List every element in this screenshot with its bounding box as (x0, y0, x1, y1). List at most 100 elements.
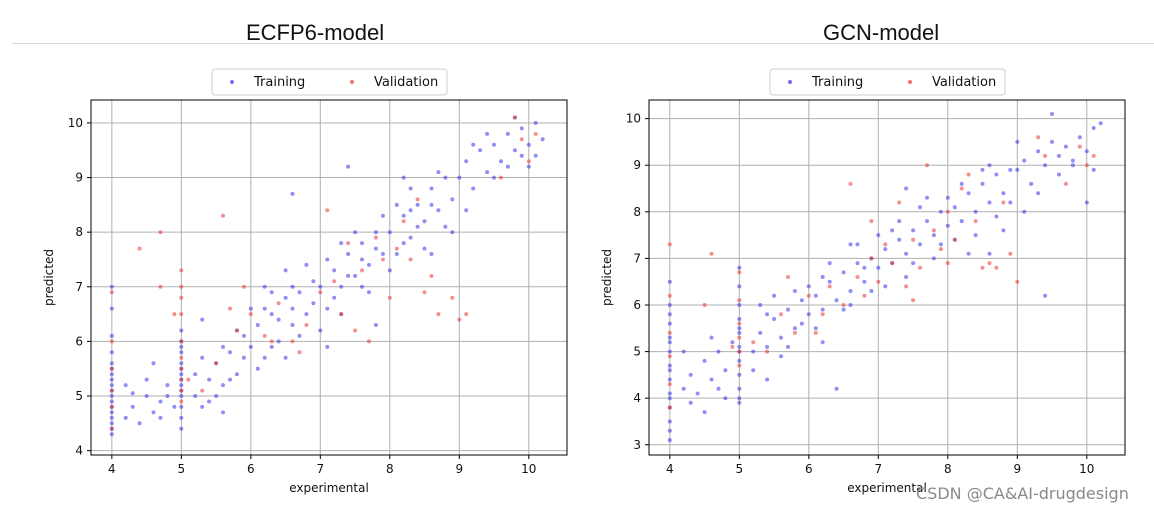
data-point (373, 246, 378, 251)
data-point (228, 306, 232, 311)
data-point (799, 298, 804, 303)
data-point (144, 377, 149, 382)
data-point (394, 246, 399, 251)
data-point (841, 303, 846, 307)
data-point (737, 284, 742, 289)
x-tick-label: 7 (316, 462, 324, 476)
data-point (401, 213, 406, 218)
data-point (234, 372, 239, 377)
data-point (241, 355, 246, 360)
data-point (492, 175, 496, 180)
x-tick-label: 8 (386, 462, 394, 476)
legend-label-validation: Validation (374, 75, 438, 90)
data-point (262, 333, 267, 338)
data-point (262, 355, 267, 360)
data-point (751, 368, 756, 373)
data-point (109, 377, 114, 382)
data-point (429, 273, 434, 278)
data-point (207, 399, 212, 404)
data-point (255, 323, 260, 327)
data-point (367, 290, 371, 295)
data-point (827, 284, 832, 289)
data-point (200, 388, 205, 393)
y-axis-label: predicted (42, 249, 56, 306)
data-point (353, 328, 358, 333)
data-point (688, 372, 693, 377)
data-point (123, 415, 128, 420)
data-point (869, 256, 874, 261)
legend-marker-training (230, 80, 234, 84)
x-tick-label: 5 (736, 462, 744, 476)
data-point (918, 205, 922, 210)
data-point (1001, 228, 1006, 233)
data-point (325, 208, 330, 213)
data-point (422, 246, 427, 251)
data-point (304, 323, 309, 327)
data-point (318, 284, 323, 289)
data-point (193, 372, 198, 377)
data-point (401, 219, 406, 224)
data-point (429, 252, 434, 256)
data-point (401, 175, 406, 180)
data-point (1022, 158, 1027, 163)
data-point (786, 344, 790, 349)
data-point (394, 252, 399, 256)
data-point (709, 335, 714, 340)
data-point (109, 306, 114, 311)
data-point (973, 219, 978, 224)
data-point (269, 344, 274, 349)
data-point (737, 335, 742, 340)
data-point (165, 383, 170, 388)
data-point (200, 355, 205, 360)
data-point (179, 344, 184, 349)
data-point (234, 328, 239, 333)
series-training (109, 115, 545, 437)
data-point (415, 224, 420, 229)
data-point (737, 326, 742, 331)
data-point (179, 377, 184, 382)
data-point (667, 279, 672, 284)
data-point (758, 330, 763, 335)
data-point (1070, 163, 1075, 168)
y-tick-label: 7 (633, 251, 641, 265)
data-point (792, 330, 797, 335)
data-point (765, 349, 770, 354)
data-point (457, 317, 462, 322)
data-point (1043, 293, 1048, 298)
data-point (911, 298, 916, 303)
data-point (179, 404, 184, 409)
data-point (1057, 153, 1061, 158)
data-point (283, 268, 288, 273)
data-point (820, 312, 825, 317)
data-point (904, 251, 909, 256)
data-point (109, 410, 114, 415)
data-point (1001, 200, 1006, 205)
data-point (772, 293, 777, 298)
data-point (109, 432, 114, 437)
y-tick-label: 5 (633, 345, 641, 359)
data-point (499, 159, 503, 164)
data-point (179, 366, 184, 371)
data-point (248, 344, 253, 349)
data-point (904, 284, 909, 289)
data-point (158, 415, 163, 420)
data-point (360, 257, 364, 262)
data-point (304, 262, 309, 267)
data-point (938, 242, 943, 247)
x-tick-label: 10 (521, 462, 536, 476)
data-point (1001, 191, 1006, 196)
data-point (387, 230, 392, 235)
data-point (505, 164, 510, 169)
data-point (380, 252, 385, 256)
data-point (443, 224, 448, 229)
data-point (262, 284, 267, 289)
data-point (499, 175, 503, 180)
data-point (751, 349, 756, 354)
data-point (255, 366, 260, 371)
data-point (1077, 144, 1082, 149)
y-axis-label: predicted (600, 249, 614, 306)
data-point (464, 159, 469, 164)
data-point (353, 230, 358, 235)
data-point (1015, 167, 1020, 172)
data-point (772, 317, 777, 321)
